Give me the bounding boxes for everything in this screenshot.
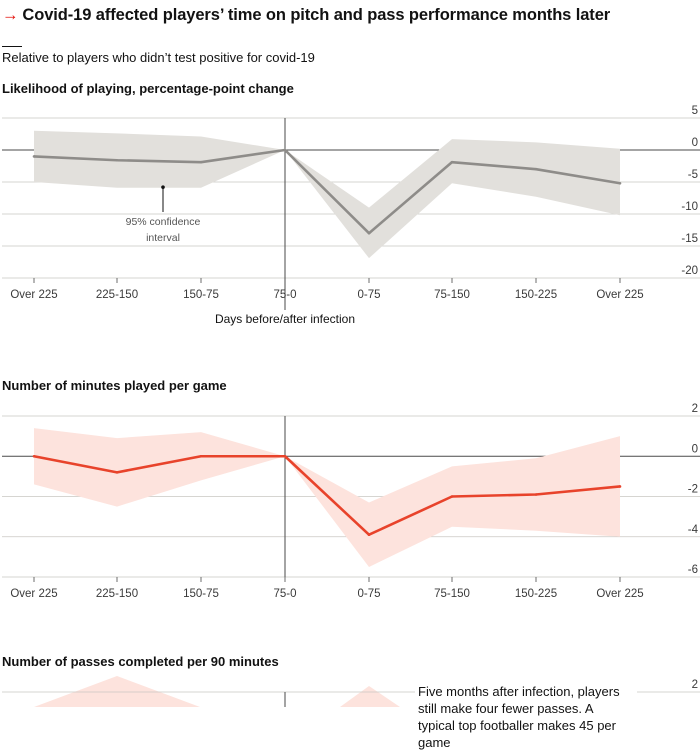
chart-subtitle: Relative to players who didn’t test posi… xyxy=(2,50,315,65)
minutes-xtick-label: Over 225 xyxy=(596,588,643,600)
likelihood-xtick-label: 225-150 xyxy=(96,289,138,301)
ci-annotation-label-line2: interval xyxy=(146,232,180,244)
ci-annotation-dot xyxy=(161,185,165,189)
minutes-confidence-band xyxy=(34,428,620,567)
likelihood-xtick-label: Over 225 xyxy=(596,289,643,301)
likelihood-data-point xyxy=(367,231,371,235)
minutes-data-point xyxy=(115,471,119,474)
panel2-title: Number of minutes played per game xyxy=(2,378,227,393)
passes-confidence-band-right xyxy=(340,686,400,707)
likelihood-series-line xyxy=(33,148,621,235)
likelihood-data-point xyxy=(32,155,36,158)
minutes-xtick-label: 225-150 xyxy=(96,588,138,600)
likelihood-ytick-label: 5 xyxy=(692,105,698,117)
minutes-data-point xyxy=(450,495,454,498)
likelihood-data-point xyxy=(534,167,538,171)
minutes-xtick-label: Over 225 xyxy=(10,588,57,600)
passes-ytick-label: 2 xyxy=(692,679,698,691)
minutes-xtick-label: 75-150 xyxy=(434,588,470,600)
likelihood-xtick-label: 0-75 xyxy=(357,289,380,301)
ci-annotation-label-line1: 95% confidence xyxy=(126,216,201,228)
likelihood-ytick-label: -10 xyxy=(681,201,698,213)
likelihood-data-point xyxy=(199,160,203,164)
panel3-title: Number of passes completed per 90 minute… xyxy=(2,654,279,669)
minutes-ytick-label: 0 xyxy=(692,443,698,455)
likelihood-data-point xyxy=(450,160,454,164)
minutes-ytick-label: -6 xyxy=(688,564,698,576)
subtitle-rule xyxy=(2,46,22,47)
minutes-data-point xyxy=(367,533,371,537)
chart-title-text: Covid-19 affected players’ time on pitch… xyxy=(22,6,611,24)
likelihood-x-axis-label: Days before/after infection xyxy=(215,312,355,326)
likelihood-data-point xyxy=(283,148,287,152)
minutes-ytick-label: 2 xyxy=(692,403,698,415)
likelihood-ytick-label: -5 xyxy=(688,169,698,181)
title-arrow-icon: → xyxy=(2,6,19,24)
likelihood-xtick-label: Over 225 xyxy=(10,289,57,301)
minutes-data-point xyxy=(32,454,36,458)
minutes-data-point xyxy=(199,454,203,458)
likelihood-ytick-label: 0 xyxy=(692,137,698,149)
likelihood-ytick-label: -15 xyxy=(681,233,698,245)
likelihood-data-point xyxy=(618,181,622,185)
likelihood-data-point xyxy=(115,158,119,162)
likelihood-xtick-label: 75-150 xyxy=(434,289,470,301)
minutes-xtick-label: 0-75 xyxy=(357,588,380,600)
minutes-data-point xyxy=(534,493,538,496)
likelihood-ytick-label: -20 xyxy=(681,265,698,277)
likelihood-xtick-label: 75-0 xyxy=(273,289,296,301)
minutes-xtick-label: 150-225 xyxy=(515,588,557,600)
chart-title: → Covid-19 affected players’ time on pitc… xyxy=(2,6,610,25)
minutes-ytick-label: -2 xyxy=(688,484,698,496)
minutes-ytick-label: -4 xyxy=(688,524,699,536)
passes-confidence-band-left xyxy=(34,676,200,707)
minutes-xtick-label: 75-0 xyxy=(273,588,296,600)
panel1-title: Likelihood of playing, percentage-point … xyxy=(2,81,294,96)
minutes-data-point xyxy=(283,454,287,458)
minutes-data-point xyxy=(618,485,622,488)
likelihood-xtick-label: 150-75 xyxy=(183,289,219,301)
minutes-xtick-label: 150-75 xyxy=(183,588,219,600)
minutes-series-line xyxy=(33,454,621,537)
likelihood-xtick-label: 150-225 xyxy=(515,289,557,301)
